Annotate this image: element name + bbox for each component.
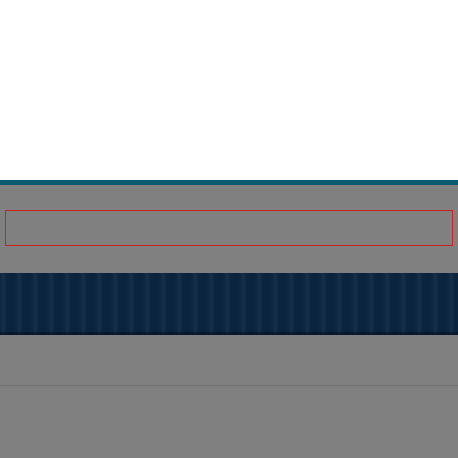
modal-overlay bbox=[0, 180, 458, 458]
blank-top-area bbox=[0, 0, 458, 180]
section-divider bbox=[0, 385, 458, 386]
banner-texture bbox=[0, 273, 458, 335]
header-banner bbox=[0, 273, 458, 335]
banner-shadow bbox=[0, 332, 458, 335]
highlighted-region[interactable] bbox=[5, 210, 453, 246]
accent-bar bbox=[0, 180, 458, 185]
